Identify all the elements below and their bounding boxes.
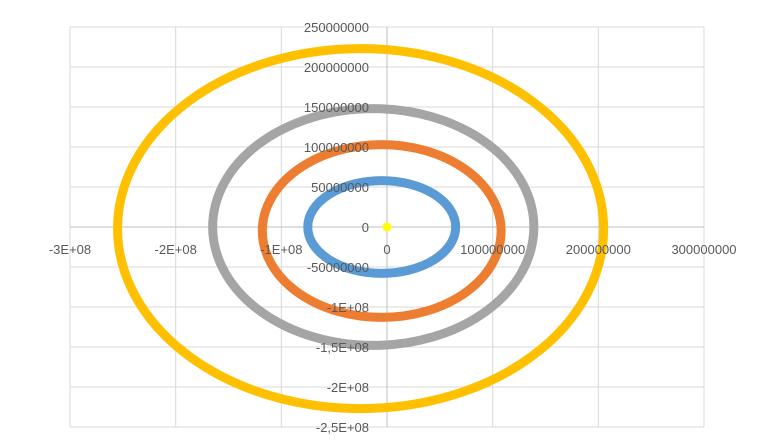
y-tick-label-0: 250000000 <box>304 20 369 35</box>
y-tick-label-8: -1,5E+08 <box>316 340 369 355</box>
y-tick-label-6: -50000000 <box>307 260 369 275</box>
y-tick-label-5: 0 <box>362 220 369 235</box>
orbit-series-2 <box>257 140 506 322</box>
x-tick-label-1: -2E+08 <box>155 242 197 257</box>
y-tick-label-1: 200000000 <box>304 60 369 75</box>
x-tick-label-3: 0 <box>383 242 390 257</box>
y-tick-label-4: 50000000 <box>311 180 369 195</box>
y-tick-label-10: -2,5E+08 <box>316 420 369 435</box>
y-tick-label-7: -1E+08 <box>327 300 369 315</box>
center-point <box>382 222 392 232</box>
x-tick-label-0: -3E+08 <box>49 242 91 257</box>
y-tick-label-9: -2E+08 <box>327 380 369 395</box>
x-tick-label-6: 300000000 <box>671 242 736 257</box>
orbit-series-4 <box>113 44 609 414</box>
x-tick-label-2: -1E+08 <box>260 242 302 257</box>
x-tick-label-5: 200000000 <box>566 242 631 257</box>
x-tick-label-4: 100000000 <box>460 242 525 257</box>
orbit-series-1 <box>303 176 461 278</box>
tick-labels: -3E+08 -2E+08 -1E+08 0 100000000 200000000 300… <box>49 20 737 435</box>
data-series <box>113 44 609 414</box>
y-tick-label-2: 150000000 <box>304 100 369 115</box>
orbit-series-3 <box>208 104 539 350</box>
y-tick-label-3: 100000000 <box>304 140 369 155</box>
